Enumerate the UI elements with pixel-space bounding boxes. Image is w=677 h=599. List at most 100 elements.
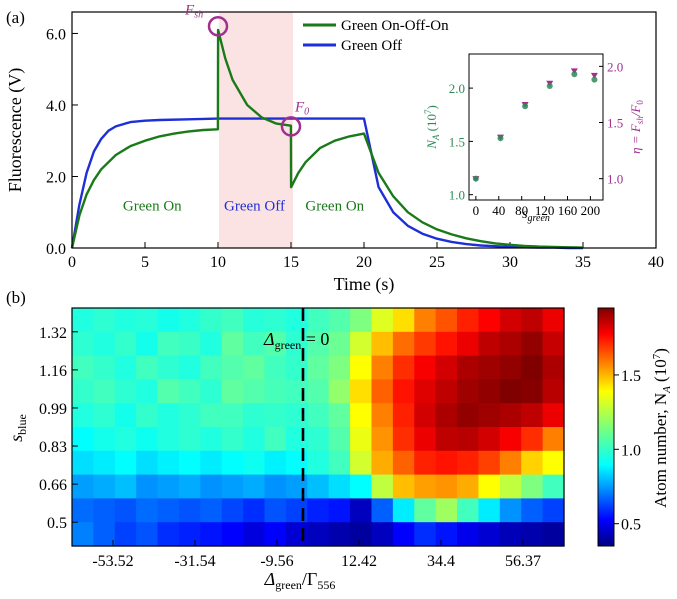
inset-x-tick-label: 40 [492, 203, 505, 218]
heatmap-cell [200, 403, 223, 428]
heatmap-cell [221, 474, 244, 499]
heatmap-cell [264, 522, 287, 547]
heatmap-cell [114, 355, 137, 380]
heatmap-cell [307, 522, 330, 547]
heatmap-cell [371, 522, 394, 547]
colorbar-tick-label: 1.0 [621, 442, 641, 459]
heatmap-cell [221, 308, 244, 333]
heatmap-cell [414, 450, 437, 476]
heatmap-cell [521, 403, 544, 428]
heatmap-cell [264, 355, 287, 380]
heatmap-x-tick-label: 56.37 [505, 553, 541, 570]
heatmap-cell [72, 379, 94, 404]
heatmap-cell [93, 331, 116, 357]
heatmap-cell [478, 308, 501, 333]
heatmap-cell [264, 498, 287, 523]
heatmap-cell [178, 427, 201, 452]
inset-left-tick-label: 2.0 [449, 81, 465, 96]
panel-a-y-axis-label: Fluorescence (V) [5, 68, 26, 192]
y-tick-label: 0.0 [46, 241, 66, 258]
heatmap-cell [371, 427, 394, 452]
x-tick-label: 20 [356, 254, 372, 271]
heatmap-frame [71, 307, 565, 547]
heatmap-cell [414, 427, 437, 452]
heatmap-cell [542, 403, 565, 428]
heatmap-cell [243, 522, 266, 547]
heatmap-cell [414, 331, 437, 357]
heatmap-cell [157, 403, 180, 428]
heatmap-cell [136, 498, 159, 523]
heatmap-cell [542, 355, 565, 380]
heatmap-cell [221, 331, 244, 357]
panel-b-label: (b) [6, 288, 26, 307]
heatmap-cell [157, 450, 180, 476]
series-line-green-on-off-on [70, 28, 584, 249]
heatmap-x-tick-label: 12.42 [341, 553, 377, 570]
heatmap-cell [371, 403, 394, 428]
heatmap-cell [307, 403, 330, 428]
inset-right-axis-label: η = Fsh/F0 [628, 100, 645, 154]
inset-left-axis-label: NA (107) [423, 105, 441, 150]
heatmap-cell [307, 498, 330, 523]
heatmap-cell [264, 403, 287, 428]
inset-frame [468, 53, 604, 201]
heatmap-y-tick-label: 1.16 [39, 363, 67, 380]
heatmap-cell [350, 308, 373, 333]
heatmap-cell [72, 522, 94, 547]
heatmap-y-tick-label: 0.83 [39, 439, 67, 456]
heatmap-cell [499, 474, 522, 499]
heatmap-cell [328, 355, 351, 380]
colorbar-tick-label: 1.5 [621, 368, 641, 385]
heatmap-cell [350, 522, 373, 547]
heatmap-cell [328, 331, 351, 357]
x-tick-label: 5 [141, 254, 149, 271]
heatmap-cell [542, 427, 565, 452]
heatmap-cell [478, 498, 501, 523]
heatmap-cell [542, 331, 565, 357]
heatmap-cell [307, 474, 330, 499]
heatmap-cell [72, 450, 94, 476]
heatmap-cell [200, 379, 223, 404]
heatmap-cell [114, 498, 137, 523]
heatmap-cell [114, 450, 137, 476]
heatmap-axes: -53.52 -31.54 -9.56 12.42 34.4 56.37 0.5 0.66 0.… [39, 325, 541, 570]
heatmap-cell [350, 355, 373, 380]
heatmap-cell [243, 427, 266, 452]
heatmap-cell [307, 355, 330, 380]
heatmap-cell [178, 522, 201, 547]
heatmap-cell [200, 427, 223, 452]
heatmap-x-tick-label: -9.56 [260, 553, 293, 570]
heatmap-cell [285, 403, 308, 428]
heatmap-cell [478, 379, 501, 404]
heatmap-cell [178, 403, 201, 428]
heatmap-cell [435, 355, 458, 380]
inset-atom-number-point [472, 175, 479, 182]
heatmap-cell [243, 474, 266, 499]
panel-a-x-axis-label: Time (s) [334, 274, 395, 295]
inset-x-tick-label: 0 [473, 203, 480, 218]
inset-eta-point [590, 72, 598, 79]
heatmap-y-axis-label: sblue [6, 414, 29, 442]
inset-atom-number-point [497, 135, 504, 142]
heatmap-cell [114, 522, 137, 547]
heatmap-cell [114, 331, 137, 357]
heatmap-cell [371, 331, 394, 357]
heatmap-cell [93, 498, 116, 523]
heatmap-cell [157, 331, 180, 357]
heatmap-cell [457, 474, 480, 499]
heatmap-cell [499, 450, 522, 476]
panel-a-annotations: Fsh F0 Green On Green Off Green On [123, 2, 365, 214]
heatmap-cell [285, 522, 308, 547]
heatmap-cell [114, 474, 137, 499]
heatmap-cell [499, 331, 522, 357]
heatmap-cell [478, 450, 501, 476]
heatmap-cell [435, 498, 458, 523]
heatmap-cell [243, 450, 266, 476]
heatmap-cell [157, 522, 180, 547]
heatmap-cell [264, 331, 287, 357]
heatmap-cell [457, 308, 480, 333]
heatmap-cell [93, 379, 116, 404]
heatmap-cell [221, 450, 244, 476]
heatmap-cell [371, 308, 394, 333]
heatmap-cell [499, 522, 522, 547]
